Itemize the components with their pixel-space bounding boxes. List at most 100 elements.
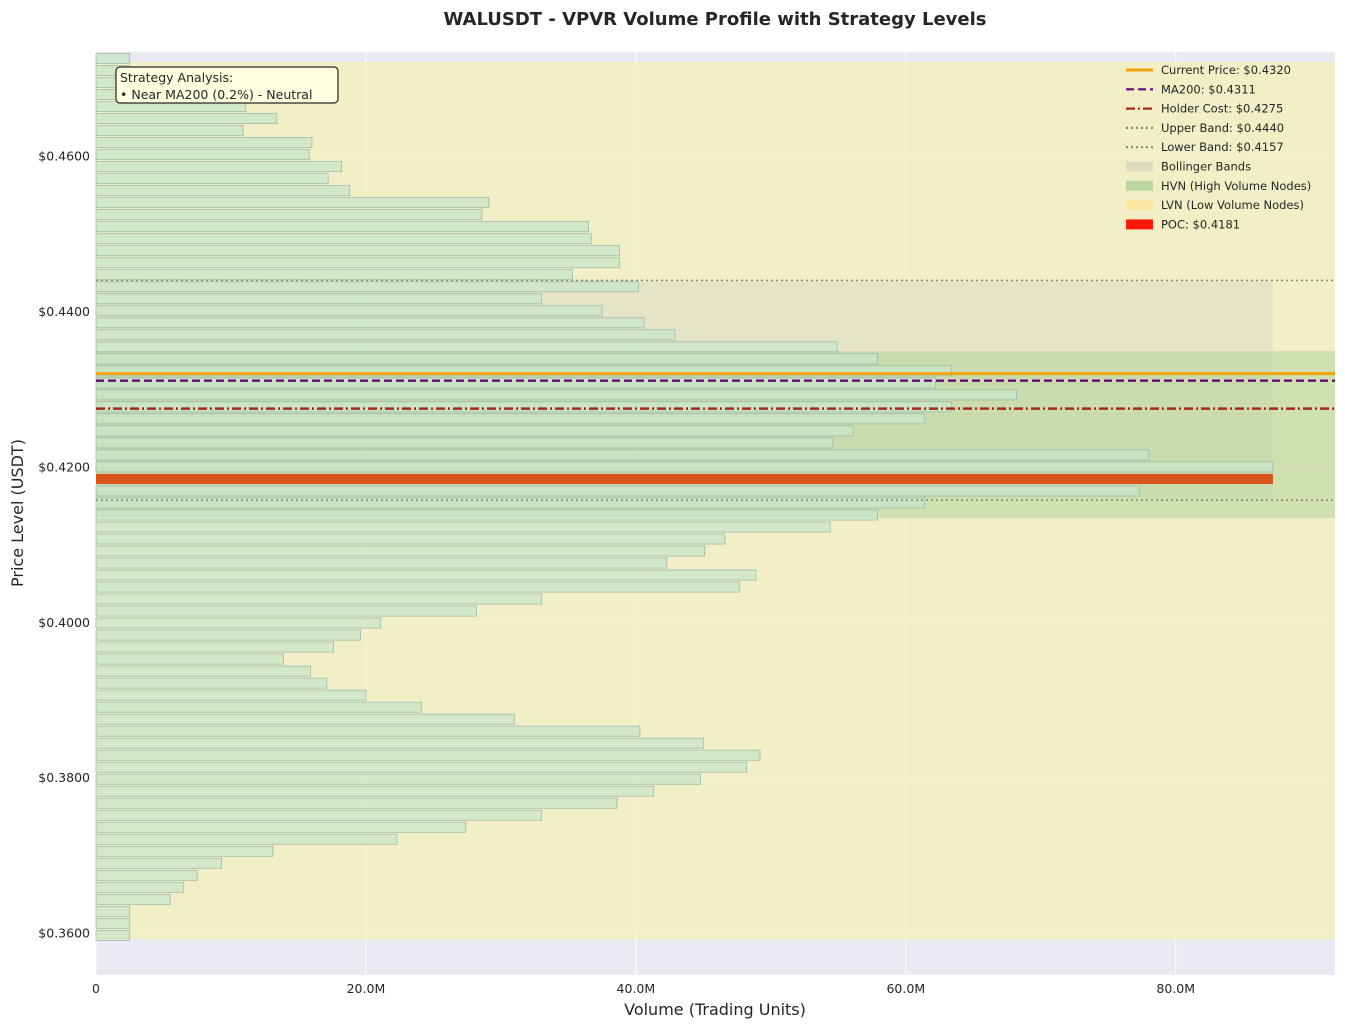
volume-bar (95, 773, 702, 785)
volume-bar (95, 329, 676, 341)
volume-bar (95, 833, 398, 845)
legend-label: Holder Cost: $0.4275 (1161, 102, 1283, 116)
level-lines (96, 279, 1335, 502)
volume-bar (95, 269, 573, 281)
volume-bar (95, 809, 542, 821)
strategy-annotation: Strategy Analysis: • Near MA200 (0.2%) -… (115, 66, 339, 104)
volume-bar (95, 389, 1017, 401)
legend-swatch (1126, 219, 1153, 230)
legend-swatch (1126, 180, 1153, 191)
volume-bar (95, 869, 198, 881)
volume-bar (95, 245, 621, 257)
volume-bar (95, 797, 618, 809)
y-axis-label: Price Level (USDT) (8, 439, 27, 587)
volume-bar (95, 737, 704, 749)
volume-bar (95, 353, 878, 365)
volume-bar (95, 581, 741, 593)
volume-bar (95, 785, 654, 797)
volume-bar (95, 617, 382, 629)
volume-bar (95, 641, 334, 653)
annotation-box (115, 66, 339, 104)
volume-bar (95, 125, 244, 137)
y-tick-label: $0.4000 (38, 615, 90, 630)
volume-bar (95, 497, 926, 509)
volume-bar (95, 653, 285, 665)
volume-bar (95, 413, 926, 425)
volume-bar (95, 365, 953, 377)
volume-bar (95, 917, 131, 929)
volume-bar (95, 461, 1274, 473)
volume-bar (95, 221, 590, 233)
volume-bar (95, 317, 645, 329)
annotation-line-1: Strategy Analysis: (120, 70, 233, 85)
volume-bar (95, 629, 361, 641)
volume-bar (95, 185, 351, 197)
x-axis-label: Volume (Trading Units) (624, 1000, 806, 1019)
volume-bar (95, 569, 757, 581)
poc-bar (96, 473, 1273, 484)
x-tick-label: 80.0M (1156, 981, 1195, 996)
volume-bar (95, 701, 422, 713)
y-tick-label: $0.4400 (38, 304, 90, 319)
y-tick-label: $0.4600 (38, 149, 90, 164)
volume-bar (95, 689, 367, 701)
volume-bar (95, 821, 467, 833)
volume-bar (95, 761, 747, 773)
y-tick-label: $0.3600 (38, 926, 90, 941)
volume-bar (95, 377, 936, 389)
volume-bar (95, 425, 854, 437)
volume-bar (95, 845, 274, 857)
volume-bar (95, 593, 542, 605)
volume-bar (95, 665, 311, 677)
legend-label: HVN (High Volume Nodes) (1161, 179, 1311, 193)
volume-bar (95, 401, 953, 413)
x-tick-label: 0 (92, 981, 100, 996)
volume-bar (95, 209, 483, 221)
volume-bar (95, 533, 726, 545)
volume-bar (95, 449, 1150, 461)
legend-label: Bollinger Bands (1161, 160, 1251, 174)
legend-label: POC: $0.4181 (1161, 217, 1240, 231)
volume-bar (95, 509, 878, 521)
volume-bar (95, 233, 592, 245)
volume-bar (95, 281, 639, 293)
volume-bar (95, 905, 131, 917)
volume-bar (95, 545, 706, 557)
legend-label: Lower Band: $0.4157 (1161, 140, 1284, 154)
volume-bar (95, 437, 834, 449)
volume-bar (95, 257, 621, 269)
volume-bar (95, 713, 515, 725)
volume-bar (95, 161, 343, 173)
volume-bar (95, 893, 171, 905)
volume-bar (95, 305, 603, 317)
legend-label: LVN (Low Volume Nodes) (1161, 198, 1304, 212)
legend: Current Price: $0.4320 MA200: $0.4311 Hold… (1126, 63, 1311, 231)
volume-bar (95, 881, 185, 893)
volume-bar (95, 749, 761, 761)
volume-bar (95, 149, 310, 161)
volume-bar (95, 929, 131, 941)
volume-bar (95, 605, 478, 617)
legend-swatch (1126, 161, 1153, 172)
volume-bar (95, 557, 668, 569)
legend-label: MA200: $0.4311 (1161, 82, 1256, 96)
volume-bar (95, 341, 838, 353)
chart-title: WALUSDT - VPVR Volume Profile with Strat… (443, 9, 986, 30)
tick-labels: 0 20.0M 40.0M 60.0M 80.0M $0.3600 $0.3800 $0.40… (38, 149, 1195, 996)
legend-label: Upper Band: $0.4440 (1161, 121, 1284, 135)
volume-bar (95, 857, 222, 869)
y-tick-label: $0.3800 (38, 770, 90, 785)
x-tick-label: 40.0M (617, 981, 656, 996)
legend-swatch (1126, 200, 1153, 211)
volume-bar (95, 677, 328, 689)
x-tick-label: 60.0M (886, 981, 925, 996)
volume-bar (95, 725, 641, 737)
volume-bar (95, 293, 542, 305)
y-tick-label: $0.4200 (38, 459, 90, 474)
volume-bar (95, 53, 131, 64)
volume-bar (95, 485, 1140, 497)
volume-bar (95, 521, 831, 533)
annotation-line-2: • Near MA200 (0.2%) - Neutral (120, 87, 312, 102)
volume-bar (95, 197, 490, 209)
